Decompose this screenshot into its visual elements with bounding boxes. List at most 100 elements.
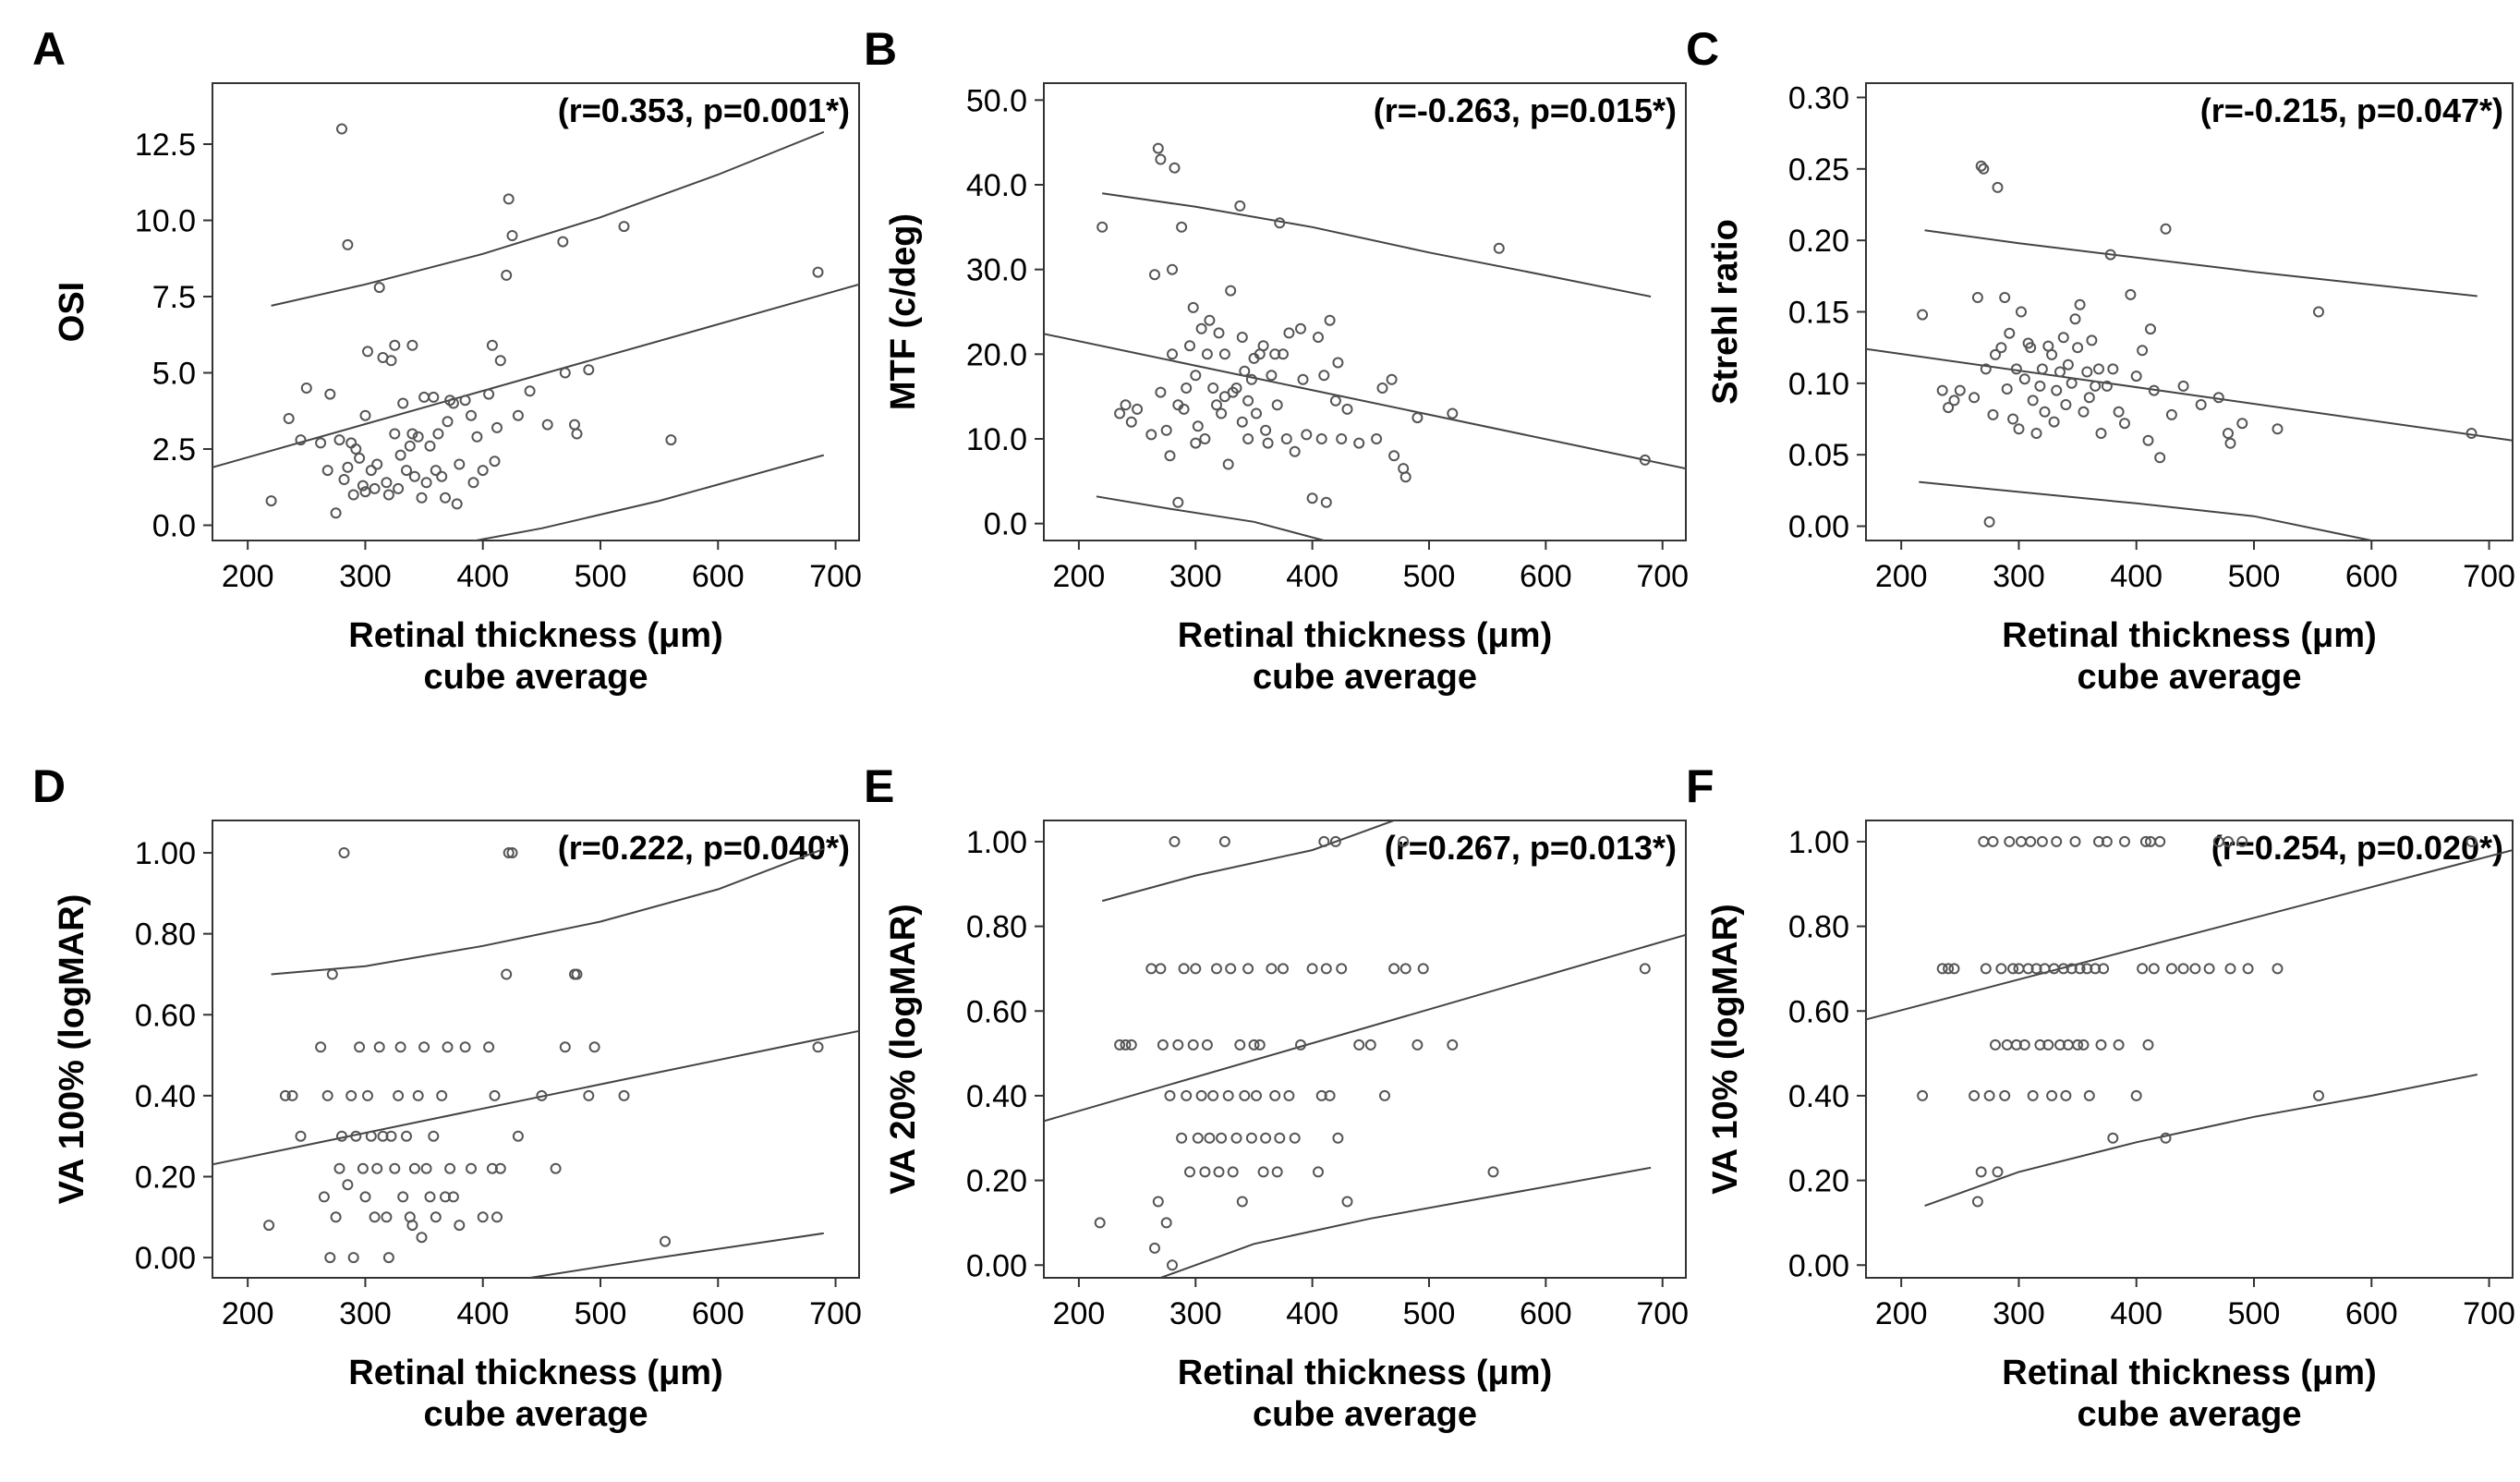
x-axis-label-2: cube average [2078, 658, 2302, 697]
data-point [1999, 292, 2011, 303]
x-axis-label-2: cube average [2078, 1395, 2302, 1434]
x-tick-label: 300 [1169, 559, 1222, 594]
panel-d: D 200 300 400 500 600 700 0.00 0.20 0.40 0.60 0.80 1… [32, 760, 862, 1434]
fit-line [212, 1029, 859, 1166]
data-point [1639, 454, 1651, 466]
data-point [362, 1089, 373, 1101]
data-point [1995, 963, 2007, 975]
data-point [430, 465, 442, 477]
data-point [1936, 963, 1948, 975]
panel-f: F 200 300 400 500 600 700 0.00 0.20 0.40 0.60 0.80 1… [1686, 760, 2515, 1434]
data-point [389, 428, 401, 440]
data-point [2083, 392, 2095, 404]
data-point [393, 482, 405, 494]
data-point [1271, 399, 1283, 411]
data-point [442, 1041, 454, 1053]
data-point [1242, 433, 1254, 444]
data-point [369, 482, 381, 494]
x-axis-label-2: cube average [424, 1395, 648, 1434]
data-point [1980, 363, 1992, 375]
x-tick-label: 300 [1169, 1296, 1222, 1331]
data-point [1447, 1039, 1459, 1051]
data-point [1353, 1039, 1365, 1051]
data-point [665, 434, 677, 446]
data-point [1297, 373, 1309, 385]
data-point [512, 1130, 524, 1142]
data-point [324, 1252, 336, 1264]
data-point [406, 428, 418, 440]
data-point [1190, 370, 1202, 382]
data-point [1242, 963, 1254, 975]
data-point [1167, 263, 1178, 275]
data-point [1216, 1132, 1228, 1144]
x-tick-label: 400 [456, 559, 509, 594]
data-point [2137, 345, 2149, 357]
data-point [432, 428, 444, 440]
data-point [1199, 433, 1211, 444]
lower-ci-line [470, 454, 825, 541]
data-point [1149, 1242, 1160, 1254]
y-tick-label: 0.15 [1788, 296, 1849, 331]
data-point [295, 434, 307, 446]
data-point [406, 1220, 418, 1232]
data-point [1301, 429, 1313, 441]
data-point [1152, 1196, 1164, 1208]
data-point [459, 395, 471, 407]
data-point [1278, 963, 1289, 975]
data-point [2465, 835, 2478, 847]
data-point [1917, 309, 1929, 321]
data-point [1120, 1039, 1132, 1051]
lower-ci-line [1919, 480, 2372, 541]
data-point [279, 1089, 291, 1101]
data-point [447, 1191, 459, 1203]
y-tick-label: 0.80 [135, 917, 196, 953]
plot-frame [1043, 82, 1687, 541]
data-point [1242, 395, 1254, 407]
data-point [385, 355, 397, 367]
data-point [2057, 332, 2069, 344]
x-axis-label-2: cube average [1253, 658, 1477, 697]
data-point [1167, 348, 1178, 360]
stat-label: (r=0.222, p=0.040*) [558, 829, 850, 867]
data-point [371, 1162, 383, 1174]
data-point [2042, 1039, 2054, 1051]
data-point [486, 339, 498, 351]
data-point [389, 339, 401, 351]
y-tick-label: 50.0 [966, 83, 1027, 118]
data-point [2242, 963, 2254, 975]
data-point [1995, 342, 2007, 354]
data-point [503, 847, 515, 858]
x-tick-label: 200 [222, 1296, 274, 1331]
y-tick-label: 7.5 [152, 280, 196, 315]
data-point [2018, 1039, 2030, 1051]
data-point [1318, 835, 1330, 847]
data-points [1096, 142, 1651, 508]
data-point [2025, 835, 2037, 847]
y-tick-label: 0.40 [966, 1079, 1027, 1114]
data-point [451, 498, 463, 510]
fit-line [1866, 849, 2513, 1021]
data-point [2137, 963, 2149, 975]
data-point [1269, 348, 1281, 360]
data-point [1283, 1089, 1295, 1101]
data-point [1280, 433, 1292, 444]
data-point [1155, 153, 1167, 165]
data-point [1172, 1039, 1184, 1051]
data-point [1969, 392, 1981, 404]
data-point [2051, 835, 2063, 847]
data-point [1132, 403, 1144, 415]
data-point [2060, 399, 2072, 410]
data-point [1190, 963, 1202, 975]
data-point [1176, 221, 1188, 233]
y-tick-label: 20.0 [966, 337, 1027, 372]
data-point [559, 367, 571, 379]
x-tick-label: 400 [2110, 559, 2163, 594]
x-tick-label: 700 [809, 1296, 862, 1331]
data-point [2142, 1039, 2154, 1051]
data-point [300, 383, 312, 394]
data-point [408, 470, 420, 482]
data-point [412, 1089, 424, 1101]
plot-frame [1865, 820, 2514, 1279]
lower-ci-line [529, 1232, 824, 1278]
